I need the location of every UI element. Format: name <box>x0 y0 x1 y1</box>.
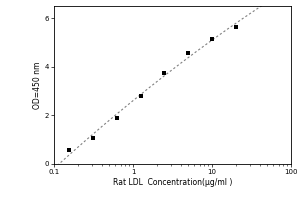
Point <box>67 148 72 152</box>
Point <box>138 94 143 98</box>
Point <box>186 52 190 55</box>
Point <box>162 71 167 74</box>
X-axis label: Rat LDL  Concentration(μg/ml ): Rat LDL Concentration(μg/ml ) <box>113 178 232 187</box>
Point <box>210 37 214 40</box>
Point <box>233 25 238 28</box>
Y-axis label: OD=450 nm: OD=450 nm <box>33 61 42 109</box>
Point <box>91 137 95 140</box>
Point <box>115 116 119 119</box>
